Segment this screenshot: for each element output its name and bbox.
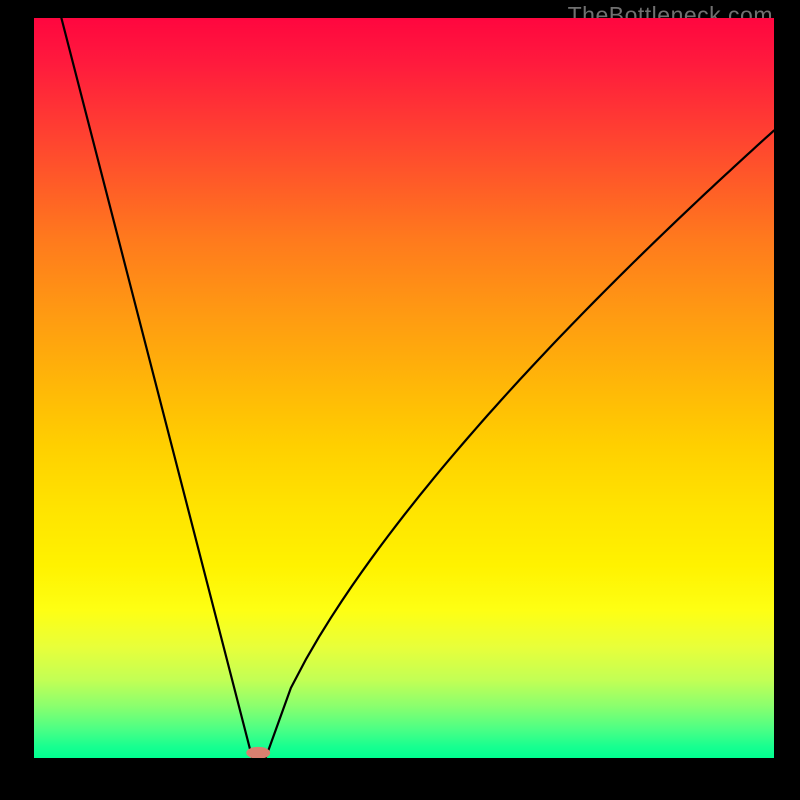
gradient-background [34, 18, 774, 758]
chart-outer: TheBottleneck.com [0, 0, 800, 800]
bottleneck-chart [34, 18, 774, 758]
